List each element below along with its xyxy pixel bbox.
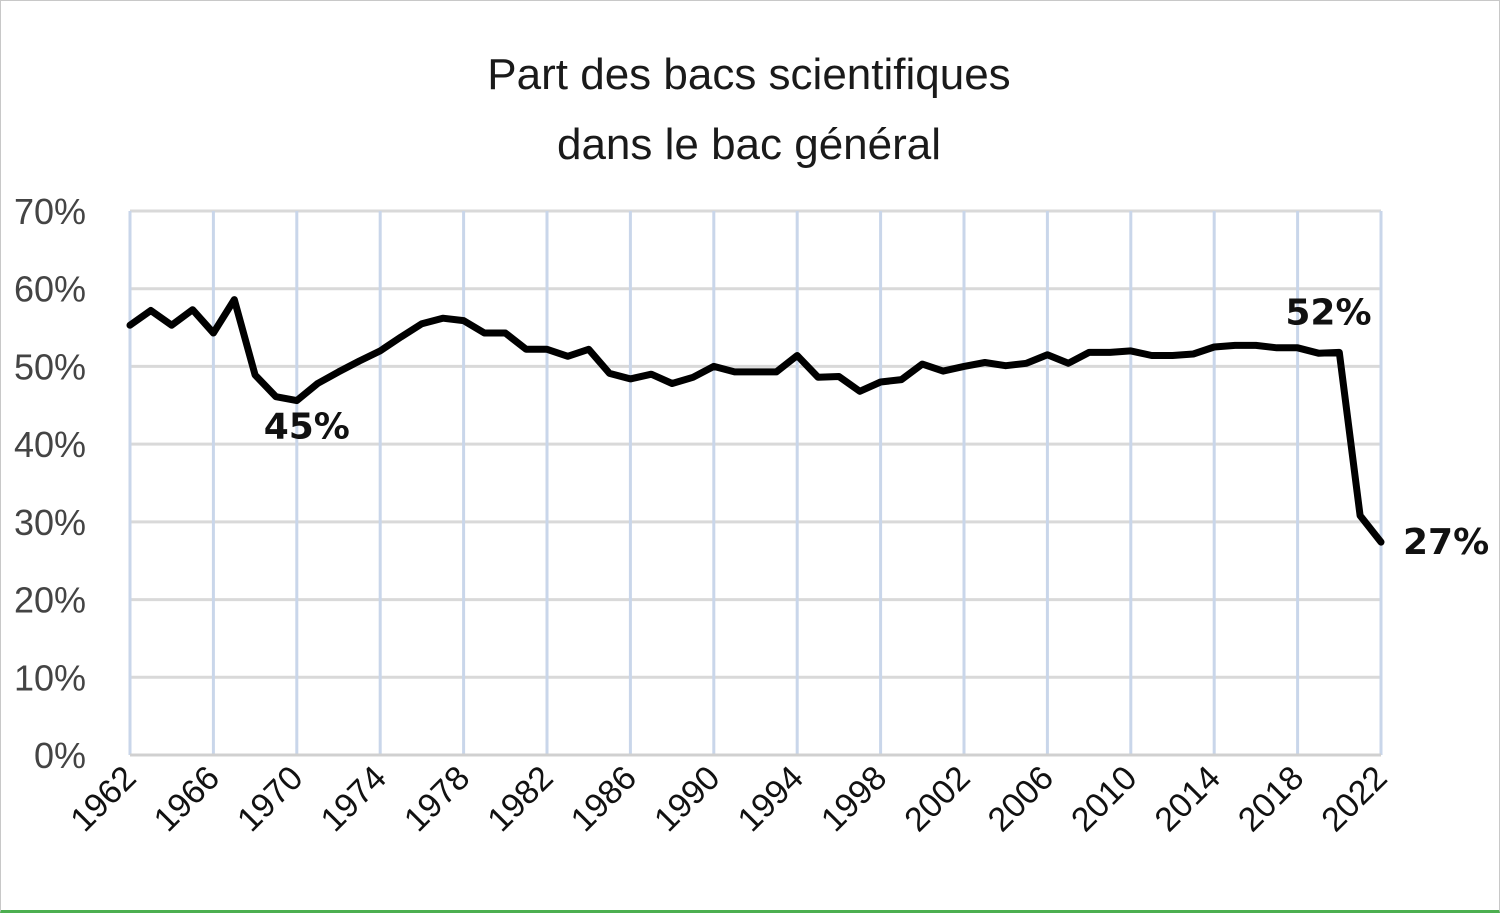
x-tick-label: 2006 <box>981 759 1061 839</box>
y-tick-label: 50% <box>14 346 86 387</box>
x-tick-label: 1982 <box>480 759 560 839</box>
data-point <box>1274 345 1279 350</box>
data-point <box>315 381 320 386</box>
x-tick-label: 1990 <box>647 759 727 839</box>
x-tick-label: 2010 <box>1064 759 1144 839</box>
data-point <box>294 398 299 403</box>
data-point <box>1128 348 1133 353</box>
data-point <box>148 308 153 313</box>
data-point <box>628 376 633 381</box>
data-point <box>357 358 362 363</box>
data-point <box>1107 350 1112 355</box>
data-point <box>1045 352 1050 357</box>
data-label: 52% <box>1285 292 1371 333</box>
y-tick-label: 20% <box>14 580 86 621</box>
x-tick-label: 2002 <box>897 759 977 839</box>
data-point <box>253 372 258 377</box>
data-point <box>586 347 591 352</box>
data-point <box>1295 345 1300 350</box>
data-point <box>399 334 404 339</box>
data-point <box>545 347 549 352</box>
data-point <box>816 375 821 380</box>
data-point <box>273 394 278 399</box>
x-tick-label: 1994 <box>731 759 811 839</box>
data-point <box>211 331 216 336</box>
data-point <box>1212 345 1217 349</box>
data-point <box>899 377 904 382</box>
data-point <box>190 307 195 312</box>
data-point <box>1087 350 1092 355</box>
data-point <box>1379 540 1383 545</box>
data-point <box>1024 361 1029 366</box>
data-point <box>1066 361 1071 366</box>
data-point <box>795 353 800 358</box>
data-point <box>607 371 612 376</box>
data-point <box>941 369 946 374</box>
data-point <box>461 318 466 323</box>
grid <box>128 209 1383 757</box>
y-axis-ticks: 0% 10% 20% 30% 40% 50% 60% 70% <box>14 191 86 776</box>
data-point <box>690 375 695 380</box>
data-point <box>419 321 424 326</box>
x-tick-label: 1970 <box>230 759 310 839</box>
chart-title-line-2: dans le bac général <box>557 120 941 169</box>
data-point <box>774 369 779 374</box>
data-label: 45% <box>264 407 350 448</box>
y-tick-label: 70% <box>14 191 86 232</box>
data-point <box>524 347 529 352</box>
data-point <box>169 323 174 328</box>
data-point <box>565 354 570 359</box>
data-point <box>1316 351 1321 356</box>
y-tick-label: 10% <box>14 657 86 698</box>
data-point <box>711 364 716 369</box>
data-point <box>232 297 237 302</box>
y-tick-label: 30% <box>14 502 86 543</box>
x-tick-label: 1998 <box>814 759 894 839</box>
y-tick-label: 0% <box>34 735 86 776</box>
data-point <box>1149 353 1154 358</box>
x-tick-label: 2022 <box>1314 759 1394 839</box>
y-tick-label: 40% <box>14 424 86 465</box>
data-point <box>878 379 883 384</box>
chart-title-line-1: Part des bacs scientifiques <box>487 50 1010 99</box>
x-tick-label: 1966 <box>147 759 227 839</box>
data-point <box>336 369 341 374</box>
data-point <box>440 316 445 321</box>
data-point <box>1191 351 1196 356</box>
data-point <box>753 369 758 374</box>
data-point <box>1337 350 1342 355</box>
x-tick-label: 1986 <box>564 759 644 839</box>
x-tick-label: 1974 <box>314 759 394 839</box>
data-point <box>982 360 987 365</box>
x-tick-label: 2014 <box>1148 759 1228 839</box>
data-label: 27% <box>1403 522 1489 563</box>
series-layer <box>126 296 1385 546</box>
data-point <box>1358 513 1363 518</box>
data-point <box>1170 353 1175 358</box>
x-tick-label: 1978 <box>397 759 477 839</box>
data-point <box>503 331 508 336</box>
data-point <box>1233 343 1238 348</box>
data-point <box>857 389 862 394</box>
x-axis-ticks: 1962 1966 1970 1974 1978 1982 1986 1990 1994 1998… <box>63 759 1394 839</box>
data-point <box>1003 363 1008 368</box>
data-point <box>836 374 841 379</box>
data-point <box>732 369 737 374</box>
data-point <box>128 323 132 328</box>
data-point <box>649 372 654 377</box>
y-tick-label: 60% <box>14 269 86 310</box>
x-tick-label: 2018 <box>1231 759 1311 839</box>
data-point <box>670 381 675 386</box>
data-point <box>920 362 925 367</box>
data-point <box>378 348 383 353</box>
data-point <box>1253 343 1258 348</box>
data-point <box>482 331 487 336</box>
annotations: 45% 52% 27% <box>264 292 1489 563</box>
data-point <box>962 364 966 369</box>
